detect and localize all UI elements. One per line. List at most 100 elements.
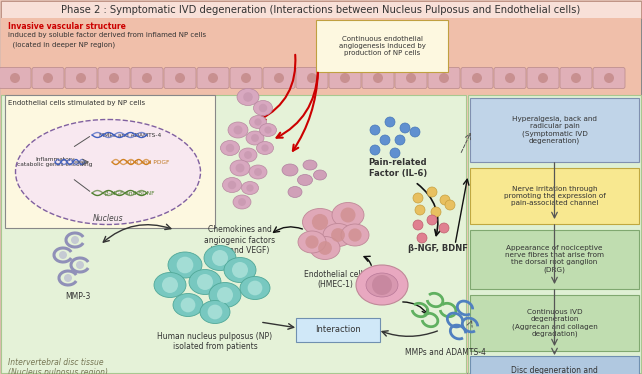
FancyBboxPatch shape	[1, 18, 641, 95]
Text: KDR and PDGF: KDR and PDGF	[126, 159, 169, 165]
Circle shape	[472, 73, 482, 83]
Circle shape	[197, 274, 213, 290]
Ellipse shape	[323, 224, 353, 246]
Circle shape	[427, 187, 437, 197]
Text: Invasive vascular structure: Invasive vascular structure	[8, 22, 126, 31]
Circle shape	[251, 134, 259, 142]
FancyBboxPatch shape	[527, 67, 559, 89]
Circle shape	[307, 73, 317, 83]
Circle shape	[247, 184, 254, 191]
Circle shape	[180, 298, 195, 312]
Ellipse shape	[356, 265, 408, 305]
Circle shape	[340, 73, 350, 83]
FancyBboxPatch shape	[65, 67, 97, 89]
Circle shape	[306, 235, 318, 249]
Ellipse shape	[249, 165, 267, 179]
Ellipse shape	[302, 208, 338, 236]
Text: β-NGF and BDNF: β-NGF and BDNF	[105, 190, 155, 196]
Circle shape	[59, 251, 67, 259]
Ellipse shape	[168, 252, 202, 278]
Text: Endothelial cells
(HMEC-1): Endothelial cells (HMEC-1)	[304, 270, 367, 289]
Ellipse shape	[254, 101, 272, 116]
Ellipse shape	[230, 160, 250, 176]
Text: Inflammatory
catabolic genes encoding: Inflammatory catabolic genes encoding	[17, 157, 92, 168]
FancyBboxPatch shape	[230, 67, 262, 89]
Text: Nucleus: Nucleus	[92, 214, 123, 223]
Circle shape	[217, 287, 233, 303]
Ellipse shape	[154, 273, 186, 297]
FancyBboxPatch shape	[0, 67, 31, 89]
Circle shape	[417, 233, 427, 243]
Text: MMPs and ADAMTS-4: MMPs and ADAMTS-4	[404, 348, 485, 357]
Text: MMPs and ADAMTS-4: MMPs and ADAMTS-4	[99, 132, 161, 138]
Circle shape	[400, 123, 410, 133]
Circle shape	[312, 214, 328, 230]
Circle shape	[234, 126, 243, 135]
Ellipse shape	[237, 89, 259, 105]
Ellipse shape	[332, 202, 364, 227]
Circle shape	[415, 205, 425, 215]
Circle shape	[373, 73, 383, 83]
FancyBboxPatch shape	[468, 95, 641, 373]
Ellipse shape	[298, 231, 326, 253]
Ellipse shape	[341, 224, 369, 246]
FancyBboxPatch shape	[470, 98, 639, 162]
Circle shape	[243, 92, 253, 102]
Ellipse shape	[228, 122, 248, 138]
FancyBboxPatch shape	[494, 67, 526, 89]
FancyBboxPatch shape	[470, 295, 639, 351]
Ellipse shape	[366, 273, 398, 297]
Text: induced by soluble factor derived from inflamed NP cells: induced by soluble factor derived from i…	[8, 32, 206, 38]
FancyBboxPatch shape	[362, 67, 394, 89]
Circle shape	[318, 241, 332, 255]
Circle shape	[259, 104, 267, 112]
Circle shape	[244, 151, 252, 159]
Circle shape	[241, 73, 251, 83]
FancyBboxPatch shape	[32, 67, 64, 89]
Text: β-NGF, BDNF: β-NGF, BDNF	[408, 243, 468, 252]
Ellipse shape	[257, 141, 273, 154]
Circle shape	[142, 73, 152, 83]
Circle shape	[226, 144, 234, 152]
Text: Chemokines and
angiogenic factors
(IL-8 and VEGF): Chemokines and angiogenic factors (IL-8 …	[204, 225, 275, 255]
Circle shape	[439, 223, 449, 233]
Circle shape	[207, 305, 222, 319]
Ellipse shape	[240, 276, 270, 300]
Circle shape	[431, 207, 441, 217]
FancyBboxPatch shape	[296, 67, 328, 89]
Circle shape	[265, 126, 272, 134]
FancyBboxPatch shape	[263, 67, 295, 89]
Circle shape	[76, 261, 84, 269]
Ellipse shape	[224, 258, 256, 282]
Circle shape	[64, 274, 72, 282]
Ellipse shape	[310, 236, 340, 260]
Text: Human nucleus pulposus (NP)
isolated from patients: Human nucleus pulposus (NP) isolated fro…	[157, 332, 273, 352]
Text: Nerve irritation through
promoting the expression of
pain-associated channel: Nerve irritation through promoting the e…	[503, 186, 605, 206]
Circle shape	[43, 73, 53, 83]
Circle shape	[413, 193, 423, 203]
Ellipse shape	[288, 187, 302, 197]
FancyBboxPatch shape	[131, 67, 163, 89]
Text: Continuous endothelial
angiogenesis induced by
production of NP cells: Continuous endothelial angiogenesis indu…	[338, 36, 426, 56]
Circle shape	[274, 73, 284, 83]
Circle shape	[445, 200, 455, 210]
Ellipse shape	[15, 120, 200, 224]
Circle shape	[76, 73, 86, 83]
Ellipse shape	[313, 170, 327, 180]
FancyBboxPatch shape	[1, 95, 466, 373]
Circle shape	[10, 73, 20, 83]
Ellipse shape	[220, 141, 239, 156]
Text: Disc degeneration and
herniation: Disc degeneration and herniation	[511, 366, 598, 374]
Ellipse shape	[246, 131, 264, 145]
FancyBboxPatch shape	[470, 168, 639, 224]
Circle shape	[439, 73, 449, 83]
Circle shape	[604, 73, 614, 83]
Ellipse shape	[204, 245, 236, 270]
Circle shape	[71, 236, 79, 244]
Text: Phase 2 : Symptomatic IVD degeneration (Interactions between Nucleus Pulposus an: Phase 2 : Symptomatic IVD degeneration (…	[62, 5, 580, 15]
Ellipse shape	[303, 160, 317, 170]
Circle shape	[175, 73, 185, 83]
Ellipse shape	[233, 195, 251, 209]
Text: Interaction: Interaction	[315, 325, 361, 334]
Circle shape	[406, 73, 416, 83]
